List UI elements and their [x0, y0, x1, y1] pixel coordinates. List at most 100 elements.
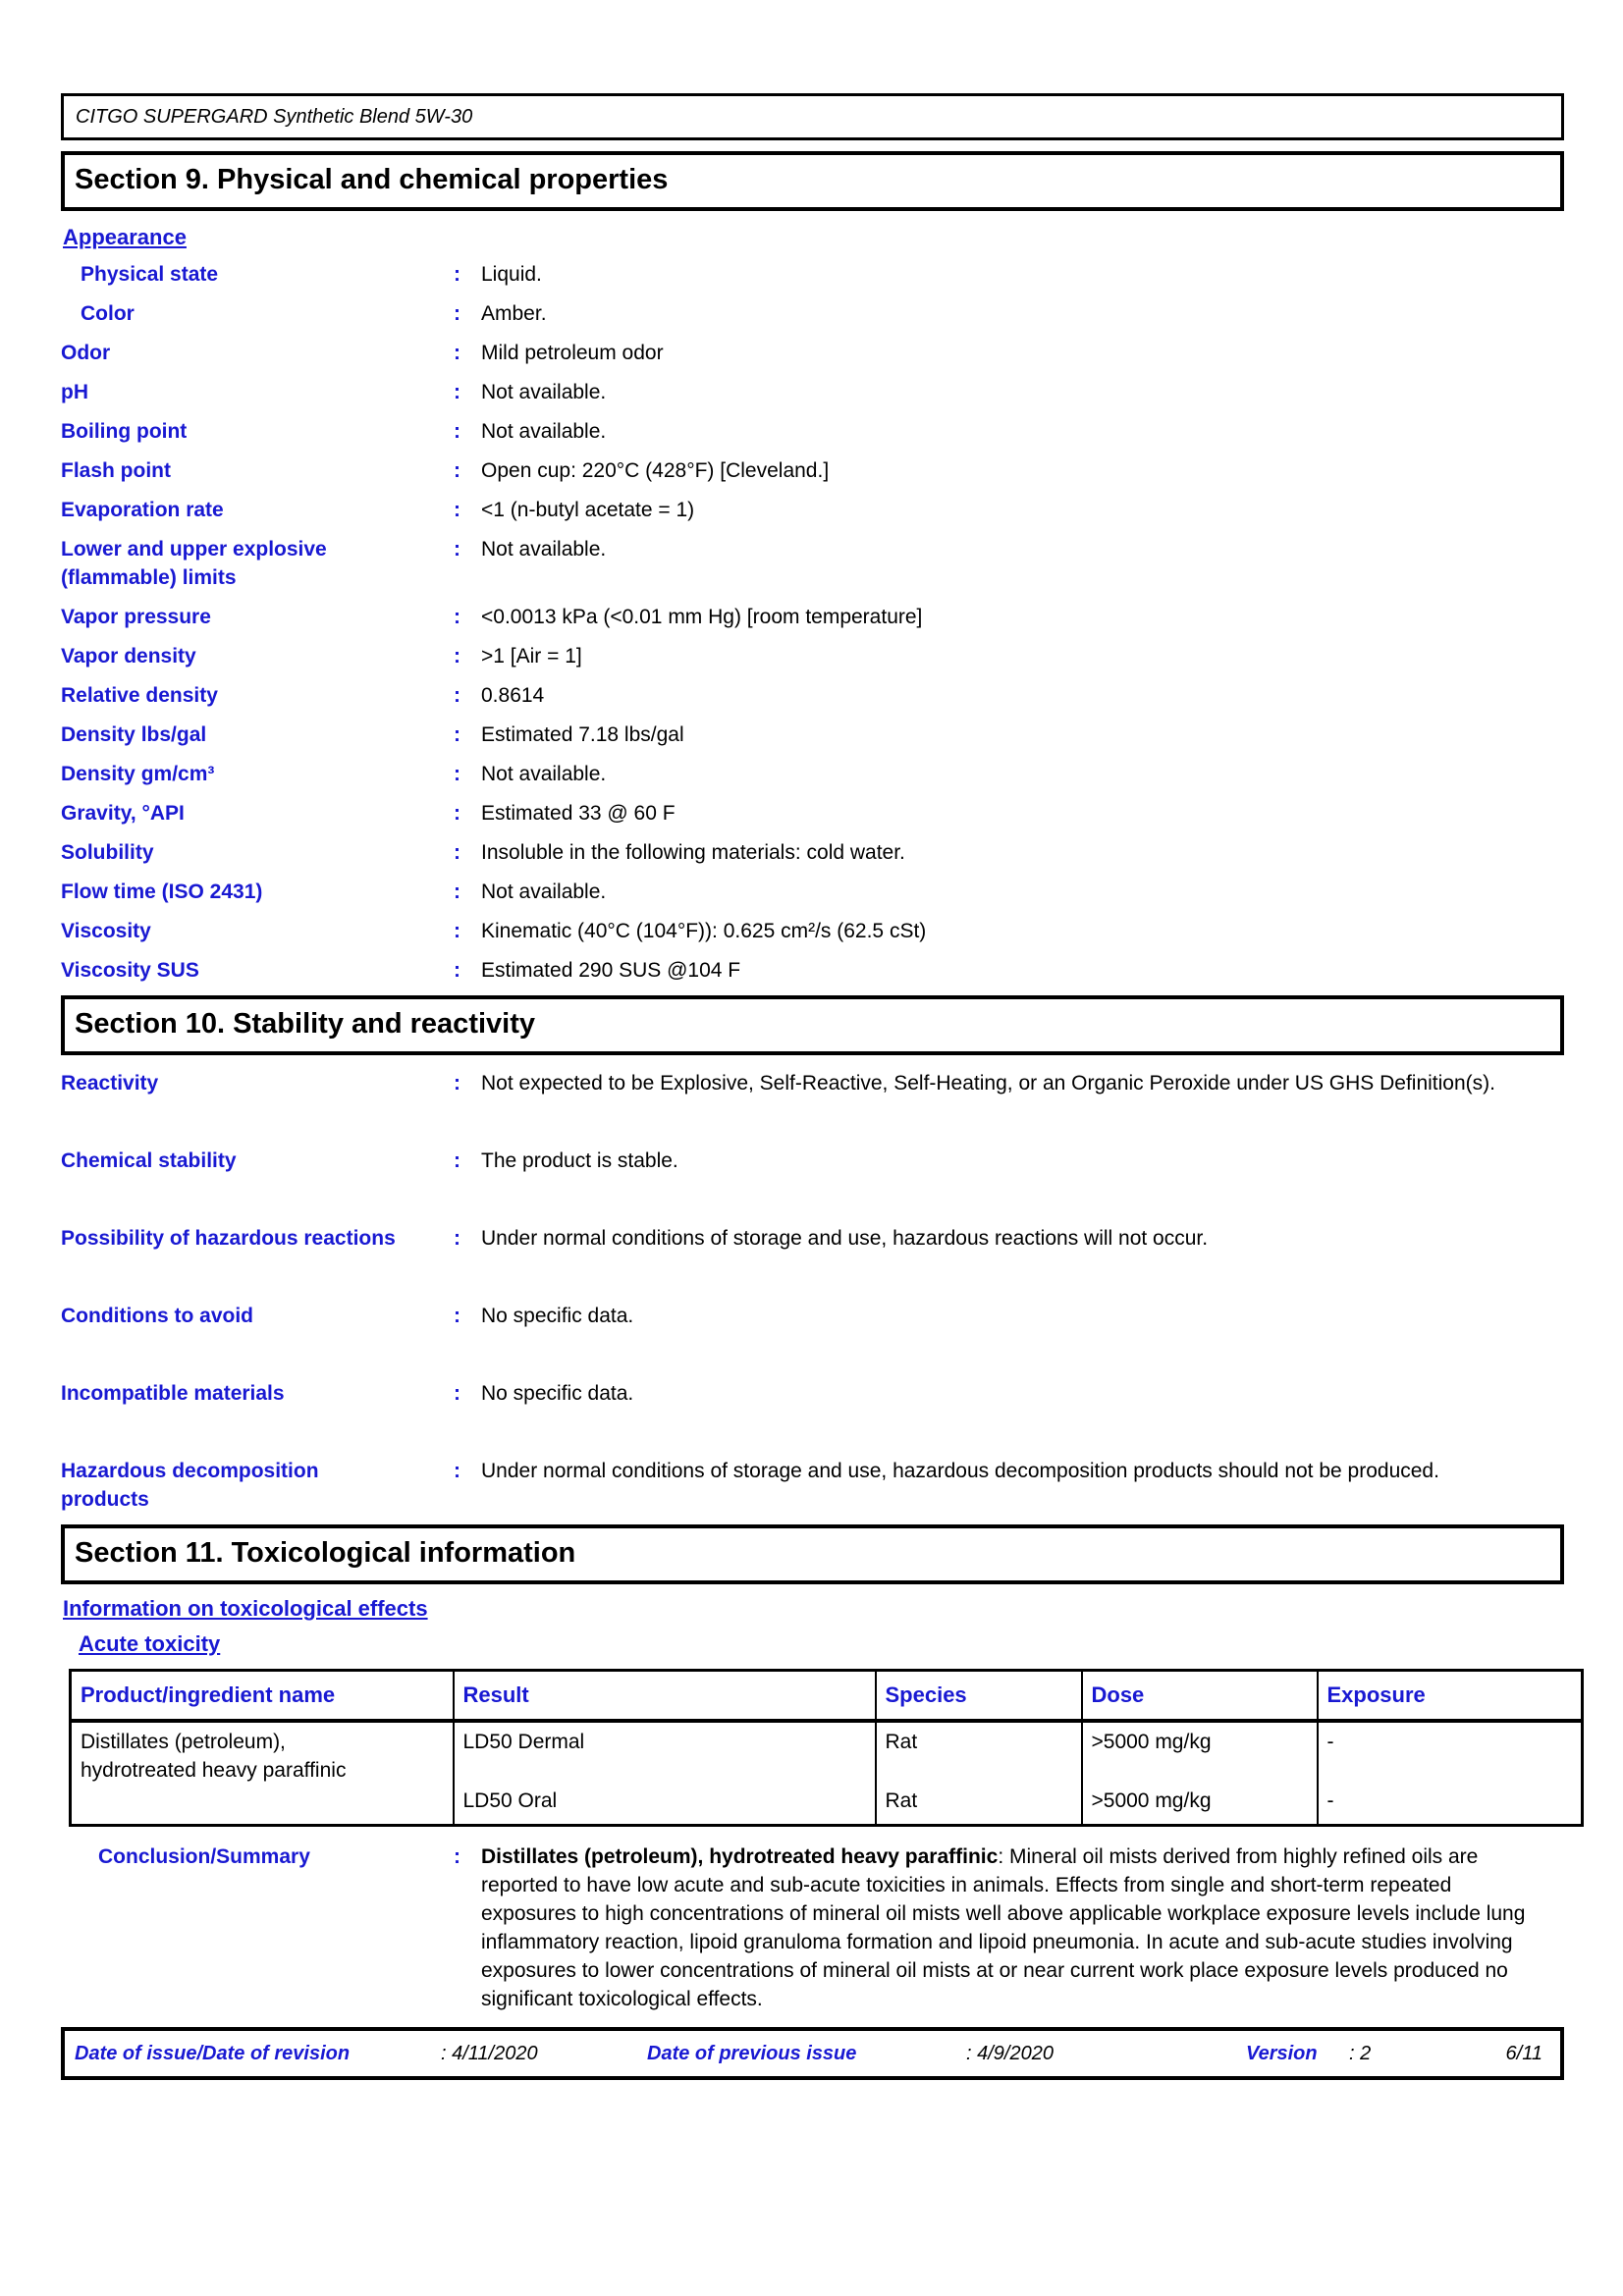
property-colon: : [454, 381, 460, 403]
section-10-title: Section 10. Stability and reactivity [75, 1008, 535, 1040]
col-dose: Dose [1080, 1669, 1319, 1723]
property-label: Flow time (ISO 2431) [61, 881, 263, 903]
acute-toxicity-heading: Acute toxicity [79, 1631, 221, 1656]
property-value: Insoluble in the following materials: co… [481, 841, 905, 864]
property-colon: : [454, 1382, 460, 1405]
property-row: Vapor density : >1 [Air = 1] [61, 642, 1564, 670]
cell-product-name: Distillates (petroleum), hydrotreated he… [69, 1720, 455, 1827]
section-9-properties: Physical state : Liquid. Color : Amber. … [61, 260, 1564, 985]
property-value: Estimated 290 SUS @104 F [481, 959, 741, 982]
section-11-banner: Section 11. Toxicological information [61, 1524, 1564, 1584]
property-row: Flow time (ISO 2431) : Not available. [61, 878, 1564, 906]
property-row: Lower and upper explosive (flammable) li… [61, 535, 1564, 592]
product-name-line1: Distillates (petroleum), [81, 1731, 286, 1753]
property-row: Conditions to avoid : No specific data. [61, 1302, 1564, 1330]
footer-version-value: : 2 [1349, 2043, 1372, 2064]
property-label: Gravity, °API [61, 802, 185, 825]
footer-issue-value: : 4/11/2020 [441, 2043, 538, 2064]
property-label: Solubility [61, 841, 154, 864]
exposure-row1: - [1326, 1731, 1334, 1753]
property-label: Vapor pressure [61, 606, 211, 628]
footer-previous-issue-value: : 4/9/2020 [966, 2043, 1054, 2064]
property-label: Reactivity [61, 1072, 159, 1095]
section-10-banner: Section 10. Stability and reactivity [61, 995, 1564, 1055]
conclusion-bold-lead: Distillates (petroleum), hydrotreated he… [481, 1845, 999, 1868]
conclusion-summary-text: Distillates (petroleum), hydrotreated he… [481, 1842, 1534, 2013]
property-colon: : [454, 959, 460, 982]
property-colon: : [454, 1305, 460, 1327]
property-row: Density lbs/gal : Estimated 7.18 lbs/gal [61, 721, 1564, 749]
product-name: CITGO SUPERGARD Synthetic Blend 5W-30 [76, 105, 473, 128]
property-colon: : [454, 538, 460, 561]
section-11-title: Section 11. Toxicological information [75, 1537, 576, 1569]
property-value: <0.0013 kPa (<0.01 mm Hg) [room temperat… [481, 606, 923, 628]
product-name-line2: hydrotreated heavy paraffinic [81, 1759, 347, 1782]
appearance-heading: Appearance [63, 225, 187, 249]
property-value: <1 (n-butyl acetate = 1) [481, 499, 695, 521]
footer-page-number: 6/11 [1505, 2043, 1542, 2064]
property-colon: : [454, 263, 460, 286]
property-label: Hazardous decomposition products [61, 1460, 319, 1511]
info-toxicological-heading: Information on toxicological effects [63, 1596, 428, 1621]
property-value: Not available. [481, 538, 607, 561]
property-value: Estimated 7.18 lbs/gal [481, 723, 684, 746]
property-value: Open cup: 220°C (428°F) [Cleveland.] [481, 459, 830, 482]
conclusion-summary-row: Conclusion/Summary : Distillates (petrol… [61, 1842, 1564, 2013]
property-colon: : [454, 645, 460, 667]
property-value: The product is stable. [481, 1149, 678, 1172]
cell-exposure: - - [1316, 1720, 1584, 1827]
property-row: Density gm/cm³ : Not available. [61, 760, 1564, 788]
col-result: Result [452, 1669, 877, 1723]
property-value: Liquid. [481, 263, 542, 286]
col-species: Species [874, 1669, 1083, 1723]
property-row: Viscosity SUS : Estimated 290 SUS @104 F [61, 956, 1564, 985]
property-colon: : [454, 763, 460, 785]
footer-bar: Date of issue/Date of revision : 4/11/20… [61, 2027, 1564, 2080]
property-value: Not available. [481, 381, 607, 403]
footer-issue-label: Date of issue/Date of revision [75, 2043, 351, 2064]
col-exposure: Exposure [1316, 1669, 1584, 1723]
property-label: Viscosity [61, 920, 151, 942]
property-row: Gravity, °API : Estimated 33 @ 60 F [61, 799, 1564, 828]
property-label: Color [81, 302, 135, 325]
property-colon: : [454, 1460, 460, 1482]
property-value: Not expected to be Explosive, Self-React… [481, 1072, 1495, 1095]
footer-version-label: Version [1246, 2043, 1318, 2064]
cell-dose: >5000 mg/kg >5000 mg/kg [1080, 1720, 1319, 1827]
property-label: Density lbs/gal [61, 723, 207, 746]
acute-toxicity-table: Product/ingredient name Result Species D… [69, 1669, 1584, 1827]
property-row: Solubility : Insoluble in the following … [61, 838, 1564, 867]
dose-row1: >5000 mg/kg [1091, 1731, 1212, 1753]
property-row: Flash point : Open cup: 220°C (428°F) [C… [61, 456, 1564, 485]
property-row: Physical state : Liquid. [61, 260, 1564, 289]
footer-previous-issue-label: Date of previous issue [647, 2043, 857, 2064]
property-value: Mild petroleum odor [481, 342, 664, 364]
property-value: No specific data. [481, 1382, 634, 1405]
property-label: Flash point [61, 459, 171, 482]
property-colon: : [454, 606, 460, 628]
property-colon: : [454, 499, 460, 521]
property-value: >1 [Air = 1] [481, 645, 582, 667]
property-label: pH [61, 381, 88, 403]
property-label: Viscosity SUS [61, 959, 199, 982]
species-row2: Rat [885, 1789, 918, 1812]
property-row: pH : Not available. [61, 378, 1564, 406]
property-row: Evaporation rate : <1 (n-butyl acetate =… [61, 496, 1564, 524]
property-label: Relative density [61, 684, 218, 707]
property-colon: : [454, 342, 460, 364]
property-row: Incompatible materials : No specific dat… [61, 1379, 1564, 1408]
property-colon: : [454, 723, 460, 746]
dose-row2: >5000 mg/kg [1091, 1789, 1212, 1812]
property-label: Chemical stability [61, 1149, 237, 1172]
property-colon: : [454, 684, 460, 707]
property-label: Possibility of hazardous reactions [61, 1227, 396, 1250]
property-colon: : [454, 302, 460, 325]
property-row: Reactivity : Not expected to be Explosiv… [61, 1069, 1564, 1097]
property-value: Not available. [481, 881, 607, 903]
property-colon: : [454, 920, 460, 942]
result-ld50-dermal: LD50 Dermal [462, 1731, 585, 1753]
property-value: Kinematic (40°C (104°F)): 0.625 cm²/s (6… [481, 920, 927, 942]
col-product-ingredient-name: Product/ingredient name [69, 1669, 455, 1723]
exposure-row2: - [1326, 1789, 1334, 1812]
